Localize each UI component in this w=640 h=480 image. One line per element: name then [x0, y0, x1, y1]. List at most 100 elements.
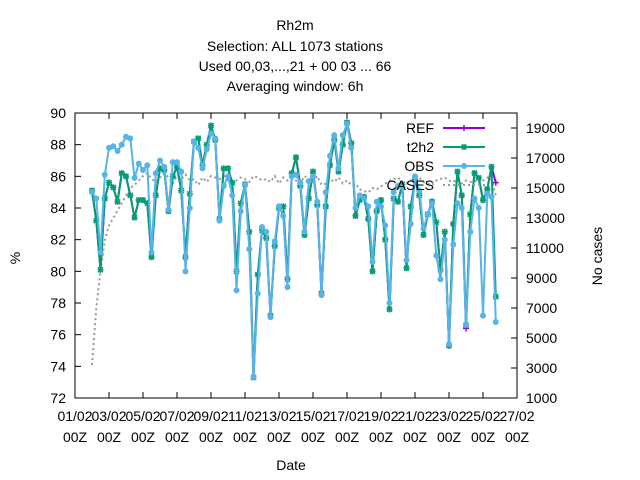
series-layer: [88, 119, 499, 381]
subtitle-used: Used 00,03,...,21 + 00 03 ... 66: [199, 58, 392, 74]
series-point-obs: [165, 206, 172, 213]
y-tick-label: 76: [50, 327, 66, 343]
series-point-obs: [118, 141, 125, 148]
series-point-obs: [254, 290, 261, 297]
series-point-obs: [148, 249, 155, 256]
series-point-t2h2: [288, 170, 295, 177]
series-point-obs: [373, 198, 380, 205]
series-point-obs: [101, 171, 108, 178]
y-tick-label: 82: [50, 232, 66, 248]
series-point-obs: [365, 203, 372, 210]
y-axis: 72 74 76 78 80 82 84 86 88 90: [50, 105, 81, 406]
x-tick-label-time: 00Z: [403, 429, 428, 445]
series-point-t2h2: [369, 268, 376, 275]
series-point-obs: [140, 167, 146, 173]
series-point-obs: [233, 287, 240, 294]
y2-tick-label: 11000: [526, 240, 564, 256]
y-tick-label: 74: [50, 358, 66, 374]
y-tick-label: 86: [50, 168, 66, 184]
series-point-t2h2: [488, 163, 495, 170]
x-tick-label-time: 00Z: [437, 429, 462, 445]
y2-tick-label: 1000: [526, 390, 557, 406]
series-point-obs: [463, 322, 469, 329]
series-point-t2h2: [458, 192, 465, 199]
series-point-t2h2: [135, 197, 142, 204]
series-point-t2h2: [471, 170, 478, 177]
series-point-t2h2: [352, 212, 359, 219]
y-axis-label: %: [7, 252, 23, 264]
series-point-t2h2: [127, 192, 134, 199]
plot-frame: [74, 112, 518, 399]
series-point-t2h2: [403, 265, 410, 272]
series-point-obs: [331, 132, 338, 139]
x-tick-label-date: 15/02: [295, 408, 330, 424]
y2-axis-label: No cases: [589, 227, 605, 285]
x-tick-label-time: 00Z: [233, 429, 258, 445]
series-point-t2h2: [169, 173, 176, 180]
series-point-t2h2: [148, 254, 155, 261]
series-point-obs: [344, 121, 350, 128]
series-point-obs: [301, 228, 308, 235]
series-point-obs: [492, 319, 499, 325]
y-tick-label: 84: [50, 200, 66, 216]
series-point-obs: [480, 312, 486, 319]
series-point-obs: [454, 200, 461, 207]
series-point-t2h2: [139, 197, 147, 204]
series-point-obs: [186, 205, 193, 211]
series-point-t2h2: [450, 220, 457, 227]
legend-label: t2h2: [407, 139, 434, 155]
x-tick-label-date: 03/02: [91, 408, 126, 424]
series-point-t2h2: [484, 185, 491, 193]
chart-title: Rh2m Selection: ALL 1073 stations Used 0…: [199, 17, 392, 94]
y-tick-label: 72: [50, 390, 66, 406]
series-point-obs: [297, 179, 304, 186]
series-point-obs: [199, 165, 206, 172]
series-point-obs: [267, 314, 274, 321]
series-point-obs: [335, 165, 342, 172]
legend-label: OBS: [404, 158, 434, 174]
series-point-t2h2: [237, 200, 244, 207]
series-point-obs: [339, 132, 346, 139]
series-point-obs: [131, 174, 138, 181]
series-point-t2h2: [365, 216, 372, 223]
x-tick-label-time: 00Z: [165, 429, 190, 445]
series-point-t2h2: [335, 168, 342, 175]
x-tick-label-date: 23/02: [431, 408, 466, 424]
legend-label: REF: [406, 120, 434, 136]
y2-tick-label: 15000: [526, 180, 565, 196]
series-point-t2h2: [326, 162, 334, 169]
series-point-obs: [225, 173, 231, 180]
series-point-t2h2: [394, 198, 402, 205]
series-point-t2h2: [144, 200, 151, 207]
title-line: Rh2m: [276, 17, 313, 33]
series-point-obs: [178, 168, 185, 175]
series-point-obs: [484, 190, 491, 197]
y2-tick-label: 3000: [526, 360, 557, 376]
x-tick-label-date: 07/02: [159, 408, 194, 424]
subtitle-averaging: Averaging window: 6h: [227, 78, 364, 94]
legend: REF t2h2 OBS CASES: [387, 120, 485, 193]
series-point-t2h2: [224, 165, 232, 172]
series-point-obs: [263, 228, 270, 235]
series-line-cases: [91, 171, 497, 366]
series-point-t2h2: [93, 217, 100, 224]
series-point-t2h2: [101, 195, 108, 202]
series-point-t2h2: [475, 174, 482, 181]
series-point-obs: [378, 203, 384, 210]
x-tick-label-time: 00Z: [471, 429, 496, 445]
x-axis: 01/0200Z03/0200Z05/0200Z07/0200Z09/0200Z…: [57, 113, 535, 445]
series-point-obs: [93, 195, 100, 202]
x-tick-label-time: 00Z: [301, 429, 326, 445]
series-point-obs: [446, 341, 452, 348]
series-point-obs: [135, 160, 142, 167]
series-point-t2h2: [441, 228, 448, 235]
subtitle-selection: Selection: ALL 1073 stations: [207, 38, 383, 54]
x-tick-label-date: 13/02: [261, 408, 296, 424]
series-point-t2h2: [309, 168, 317, 175]
series-point-t2h2: [301, 231, 308, 238]
series-point-obs: [110, 143, 117, 150]
y2-tick-label: 9000: [526, 270, 557, 286]
series-point-obs: [169, 159, 176, 166]
series-point-t2h2: [203, 141, 210, 148]
